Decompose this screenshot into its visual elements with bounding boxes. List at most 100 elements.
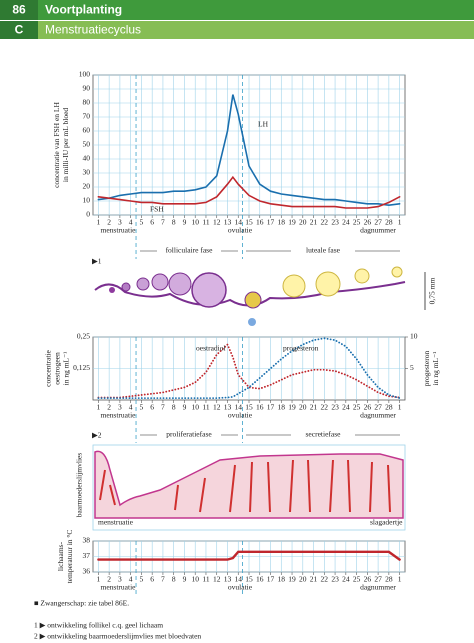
x-tick-label: 26 (364, 403, 372, 412)
scale-label: 0,75 mm (428, 278, 437, 305)
x-tick-label: 19 (288, 575, 296, 584)
x-tick-label: 9 (183, 575, 187, 584)
x-tick-label: 2 (107, 575, 111, 584)
x-tick-label: 14 (234, 403, 242, 412)
x-tick-label: 22 (321, 403, 329, 412)
y-axis-label: temperatuur in °C (65, 530, 74, 584)
y-axis-label: oestrogeen (53, 352, 62, 385)
x-tick-label: 14 (234, 575, 242, 584)
y-tick-label: 0,125 (73, 363, 90, 372)
x-tick-label: 10 (191, 403, 199, 412)
x-tick-label: 12 (213, 218, 221, 227)
series-label: FSH (150, 205, 164, 214)
x-annotation: menstruatie (101, 583, 137, 592)
x-tick-label: 19 (288, 218, 296, 227)
page-number: 86 (12, 3, 26, 17)
x-annotation: menstruatie (101, 226, 137, 235)
phase-bg (291, 246, 355, 256)
menstruation-label: menstruatie (98, 518, 134, 527)
x-tick-label: 20 (299, 218, 307, 227)
x-tick-label: 23 (331, 575, 339, 584)
x-tick-label: 5 (140, 218, 144, 227)
x-annotation: dagnummer (360, 583, 396, 592)
panel (92, 444, 406, 531)
x-tick-label: 28 (385, 575, 393, 584)
x-tick-label: 5 (140, 403, 144, 412)
x-tick-label: 17 (267, 403, 275, 412)
follicle (168, 272, 192, 296)
endometrium (94, 450, 404, 519)
phase-bg (157, 246, 221, 256)
series-line (97, 94, 401, 207)
y-tick-label: 0,25 (77, 332, 90, 341)
x-tick-label: 16 (256, 218, 264, 227)
x-tick-label: 26 (364, 575, 372, 584)
x-tick-label: 12 (213, 403, 221, 412)
phase-label: folliculaire fase (166, 246, 214, 255)
x-tick-label: 11 (202, 403, 209, 412)
header-bar (0, 0, 474, 20)
y2-axis-label: in ng mL⁻¹ (431, 352, 440, 386)
x-tick-label: 15 (245, 575, 253, 584)
x-annotation: menstruatie (101, 411, 137, 420)
x-tick-label: 5 (140, 575, 144, 584)
y-axis-label: concentratie van FSH en LH (52, 102, 61, 188)
y-axis-label: in ng mL⁻¹ (62, 352, 71, 386)
x-tick-label: 2 (107, 403, 111, 412)
marker: ▶2 (92, 431, 102, 440)
x-tick-label: 15 (245, 403, 253, 412)
x-tick-label: 28 (385, 218, 393, 227)
x-tick-label: 26 (364, 218, 372, 227)
footnote: 2 ▶ ontwikkeling baarmoederslijmvlies me… (34, 632, 201, 641)
section-title: Menstruatiecyclus (45, 23, 141, 37)
x-tick-label: 11 (202, 218, 209, 227)
y-tick-label: 90 (83, 84, 91, 93)
y-tick-label: 60 (83, 126, 91, 135)
phase-label: proliferatiefase (166, 430, 212, 439)
phase-label: secretiefase (306, 430, 342, 439)
x-tick-label: 7 (161, 218, 165, 227)
series-line (97, 550, 401, 561)
series-line (97, 337, 401, 400)
ovum (248, 318, 256, 326)
x-tick-label: 13 (224, 218, 232, 227)
x-annotation: ovulatie (228, 583, 253, 592)
x-tick-label: 24 (342, 575, 350, 584)
series-line (97, 175, 401, 209)
y-tick-label: 10 (83, 196, 91, 205)
y2-tick-label: 10 (410, 332, 418, 341)
y2-tick-label: 5 (410, 363, 414, 372)
y-tick-label: 100 (79, 70, 91, 79)
x-tick-label: 7 (161, 575, 165, 584)
y2-axis-label: progesteron (422, 351, 431, 387)
x-tick-label: 10 (191, 575, 199, 584)
x-tick-label: 2 (107, 218, 111, 227)
x-tick-label: 3 (118, 218, 122, 227)
marker: ▶1 (92, 257, 102, 266)
x-tick-label: 24 (342, 218, 350, 227)
y-tick-label: 70 (83, 112, 91, 121)
y-tick-label: 36 (83, 567, 91, 576)
follicle (109, 287, 115, 293)
x-annotation: dagnummer (360, 411, 396, 420)
x-tick-label: 12 (213, 575, 221, 584)
x-tick-label: 27 (374, 575, 382, 584)
phase-bg (157, 430, 221, 440)
x-tick-label: 4 (129, 575, 133, 584)
y-tick-label: 38 (83, 536, 91, 545)
blood-vessels (99, 459, 391, 513)
x-tick-label: 23 (331, 218, 339, 227)
x-tick-label: 8 (172, 218, 176, 227)
x-tick-label: 20 (299, 403, 307, 412)
y-axis-label: in milli-IU per mL bloed (61, 108, 70, 183)
x-tick-label: 25 (353, 575, 361, 584)
x-tick-label: 25 (353, 403, 361, 412)
x-tick-label: 23 (331, 403, 339, 412)
x-tick-label: 3 (118, 403, 122, 412)
series-label: LH (258, 120, 269, 129)
x-tick-label: 25 (353, 218, 361, 227)
endometrium-label: baarmoederslijmvlies (75, 453, 84, 518)
x-tick-label: 13 (224, 575, 232, 584)
y-tick-label: 30 (83, 168, 91, 177)
y-tick-label: 37 (83, 551, 91, 560)
